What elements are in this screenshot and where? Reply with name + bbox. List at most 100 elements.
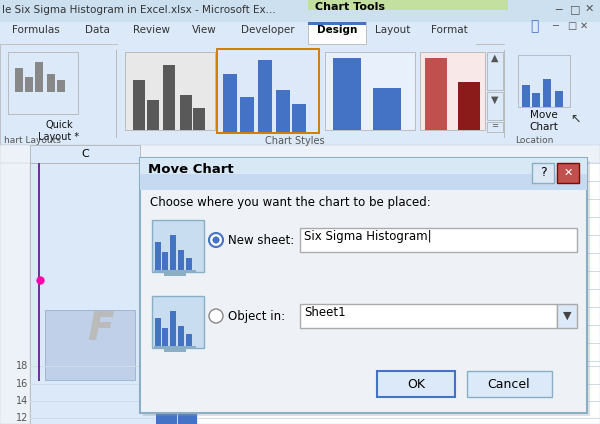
Bar: [0, 145, 30, 424]
Text: ↖: ↖: [570, 113, 581, 126]
Bar: [8, 52, 78, 114]
Bar: [216, 48, 320, 134]
Text: Six Sigma Histogram|: Six Sigma Histogram|: [304, 230, 431, 243]
Bar: [240, 97, 254, 132]
Bar: [140, 163, 600, 424]
Bar: [125, 52, 215, 130]
Bar: [30, 307, 600, 308]
Bar: [373, 88, 401, 130]
Bar: [0, 0, 600, 22]
Bar: [155, 318, 161, 346]
Text: Move Chart: Move Chart: [148, 163, 233, 176]
Text: Object in:: Object in:: [228, 310, 285, 323]
Bar: [458, 82, 480, 130]
Bar: [258, 60, 272, 132]
Bar: [178, 326, 184, 346]
Circle shape: [209, 233, 223, 247]
Text: Layout: Layout: [376, 25, 410, 35]
Bar: [45, 310, 135, 380]
Text: ⓘ: ⓘ: [530, 19, 538, 33]
Bar: [30, 163, 170, 424]
Text: Quick
Layout *: Quick Layout *: [38, 120, 80, 142]
Bar: [555, 91, 563, 107]
Text: Data: Data: [85, 25, 109, 35]
Bar: [308, 0, 508, 10]
Bar: [175, 369, 197, 424]
Bar: [300, 304, 557, 328]
Bar: [147, 100, 159, 130]
Bar: [47, 74, 55, 92]
Bar: [487, 122, 503, 132]
Bar: [532, 93, 540, 107]
Bar: [155, 242, 161, 270]
Bar: [152, 220, 204, 272]
Text: Choose where you want the chart to be placed:: Choose where you want the chart to be pl…: [150, 196, 431, 209]
Text: 18: 18: [16, 361, 28, 371]
Bar: [0, 44, 118, 145]
Bar: [30, 418, 170, 419]
Bar: [30, 181, 600, 182]
Bar: [425, 58, 447, 130]
Circle shape: [212, 237, 220, 243]
Bar: [15, 68, 23, 92]
Bar: [180, 95, 192, 130]
Text: View: View: [191, 25, 217, 35]
Bar: [504, 50, 505, 138]
Bar: [164, 348, 186, 352]
Text: ─: ─: [555, 4, 562, 14]
Bar: [518, 55, 570, 107]
Text: Format: Format: [431, 25, 467, 35]
Bar: [140, 418, 600, 419]
Text: =: =: [491, 122, 499, 131]
Bar: [218, 50, 318, 132]
Text: ─: ─: [552, 21, 558, 31]
Bar: [0, 145, 600, 424]
Text: □: □: [570, 4, 581, 14]
Bar: [25, 77, 33, 92]
Text: □: □: [567, 21, 576, 31]
Bar: [30, 199, 600, 200]
Bar: [522, 85, 530, 107]
Text: Chart Tools: Chart Tools: [315, 2, 385, 12]
Bar: [140, 401, 600, 402]
Text: New sheet:: New sheet:: [228, 234, 294, 247]
Text: ✕: ✕: [563, 168, 572, 178]
Text: ▼: ▼: [563, 311, 571, 321]
Bar: [333, 58, 361, 130]
Bar: [30, 343, 600, 344]
Bar: [30, 217, 600, 218]
Bar: [35, 62, 43, 92]
Text: Review: Review: [133, 25, 170, 35]
Bar: [487, 92, 503, 120]
Bar: [140, 158, 587, 174]
Bar: [487, 52, 503, 90]
Text: F: F: [87, 310, 113, 348]
Bar: [140, 366, 600, 367]
Bar: [143, 161, 590, 416]
Text: Sheet1: Sheet1: [304, 306, 346, 319]
Bar: [140, 366, 600, 367]
Bar: [30, 163, 600, 164]
Bar: [30, 253, 600, 254]
Bar: [0, 22, 600, 44]
Bar: [116, 50, 117, 138]
Bar: [38, 163, 40, 381]
Bar: [162, 252, 168, 270]
Text: 14: 14: [16, 396, 28, 406]
Bar: [118, 44, 476, 145]
Bar: [532, 163, 554, 183]
Text: Design: Design: [317, 25, 357, 35]
Text: Chart Styles: Chart Styles: [265, 136, 325, 146]
Bar: [193, 108, 205, 130]
Bar: [0, 145, 600, 163]
Text: Formulas: Formulas: [12, 25, 60, 35]
Bar: [155, 399, 177, 424]
Text: le Six Sigma Histogram in Excel.xlsx - Microsoft Ex...: le Six Sigma Histogram in Excel.xlsx - M…: [2, 5, 276, 15]
Text: ▲: ▲: [491, 53, 499, 63]
Text: C: C: [81, 149, 89, 159]
Text: OK: OK: [407, 377, 425, 391]
Bar: [140, 158, 587, 413]
Bar: [140, 401, 600, 402]
Bar: [325, 52, 415, 130]
Bar: [300, 228, 577, 252]
